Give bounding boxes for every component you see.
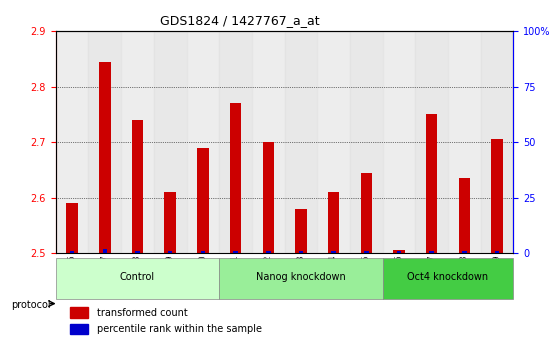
Bar — [70, 307, 88, 318]
Bar — [266, 251, 271, 253]
Bar — [459, 178, 470, 253]
FancyBboxPatch shape — [383, 258, 513, 299]
Bar — [426, 115, 437, 253]
Bar — [99, 62, 110, 253]
Bar — [103, 249, 107, 253]
Bar — [331, 251, 336, 253]
Bar — [70, 251, 74, 253]
Bar — [219, 31, 252, 253]
Bar — [132, 120, 143, 253]
Bar — [89, 31, 121, 253]
Text: GDS1824 / 1427767_a_at: GDS1824 / 1427767_a_at — [160, 14, 320, 27]
Bar — [285, 31, 318, 253]
Bar — [495, 251, 499, 253]
Bar — [154, 31, 186, 253]
Bar — [135, 251, 140, 253]
Bar — [480, 31, 513, 253]
Bar — [491, 139, 503, 253]
Bar — [429, 251, 434, 253]
Bar — [328, 192, 339, 253]
FancyBboxPatch shape — [219, 258, 383, 299]
Bar — [462, 251, 466, 253]
Bar — [56, 31, 89, 253]
Text: percentile rank within the sample: percentile rank within the sample — [97, 324, 262, 334]
Bar — [262, 142, 274, 253]
Bar — [197, 148, 209, 253]
Bar — [66, 203, 78, 253]
Bar — [415, 31, 448, 253]
FancyBboxPatch shape — [56, 258, 219, 299]
Bar — [121, 31, 154, 253]
Bar — [350, 31, 383, 253]
Bar — [448, 31, 480, 253]
Bar — [186, 31, 219, 253]
Bar — [364, 251, 369, 253]
Bar — [360, 173, 372, 253]
Bar — [318, 31, 350, 253]
Text: protocol: protocol — [11, 300, 51, 310]
Text: Oct4 knockdown: Oct4 knockdown — [407, 273, 489, 283]
Bar — [295, 209, 307, 253]
Bar — [70, 324, 88, 334]
Text: transformed count: transformed count — [97, 308, 187, 318]
Text: Control: Control — [120, 273, 155, 283]
Bar — [299, 251, 303, 253]
Bar — [397, 251, 401, 253]
Bar — [200, 251, 205, 253]
Bar — [233, 251, 238, 253]
Bar — [230, 103, 241, 253]
Text: Nanog knockdown: Nanog knockdown — [256, 273, 346, 283]
Bar — [168, 251, 172, 253]
Bar — [393, 250, 405, 253]
Bar — [383, 31, 415, 253]
Bar — [165, 192, 176, 253]
Bar — [252, 31, 285, 253]
